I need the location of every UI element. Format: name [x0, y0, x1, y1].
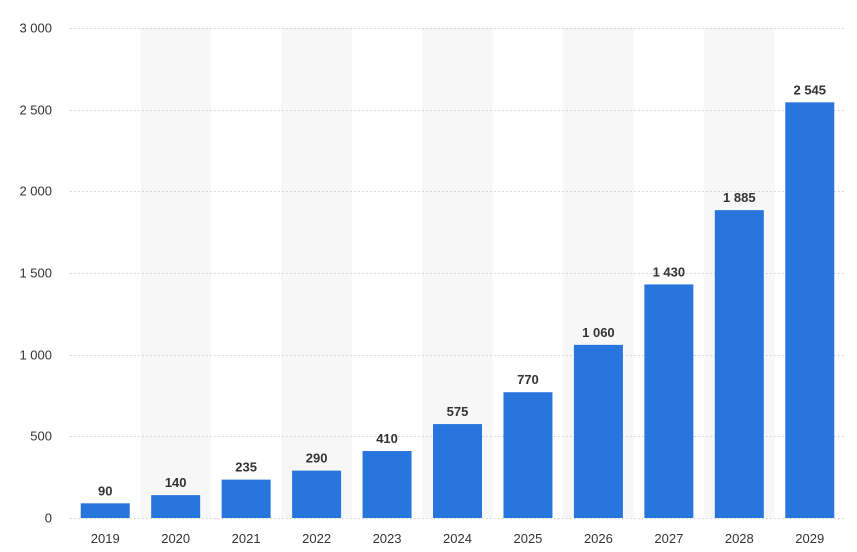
y-tick-label: 1 000	[19, 348, 52, 363]
bar-2020[interactable]	[151, 495, 201, 518]
data-label-2020: 140	[165, 475, 187, 490]
y-tick-label: 2 000	[19, 184, 52, 199]
data-label-2022: 290	[306, 451, 328, 466]
data-label-2026: 1 060	[582, 325, 615, 340]
x-tick-label-2021: 2021	[232, 531, 261, 546]
bars	[80, 102, 835, 519]
band-2022	[281, 28, 352, 518]
x-tick-label-2020: 2020	[161, 531, 190, 546]
x-tick-label-2029: 2029	[795, 531, 824, 546]
data-label-2029: 2 545	[793, 82, 826, 97]
y-axis: 0 500 1 000 1 500 2 000 2 500 3 000	[19, 21, 52, 526]
data-label-2028: 1 885	[723, 190, 756, 205]
x-tick-label-2022: 2022	[302, 531, 331, 546]
x-tick-label-2023: 2023	[373, 531, 402, 546]
data-label-2019: 90	[98, 483, 112, 498]
x-tick-label-2025: 2025	[513, 531, 542, 546]
data-labels: 90 140 235 290 410 575 770 1 060 1 430 1 885 2 545	[98, 82, 826, 498]
gridlines	[70, 28, 845, 519]
data-label-2021: 235	[235, 460, 257, 475]
x-tick-label-2028: 2028	[725, 531, 754, 546]
y-tick-label: 0	[45, 511, 52, 526]
bar-2025[interactable]	[503, 392, 553, 518]
x-axis: 2019 2020 2021 2022 2023 2024 2025 2026 2027 2028…	[91, 531, 824, 546]
x-tick-label-2026: 2026	[584, 531, 613, 546]
x-tick-label-2027: 2027	[654, 531, 683, 546]
bar-2021[interactable]	[221, 479, 271, 518]
data-label-2024: 575	[447, 404, 469, 419]
bar-2028[interactable]	[714, 210, 764, 518]
y-tick-label: 2 500	[19, 103, 52, 118]
bar-2023[interactable]	[362, 451, 412, 518]
bar-2024[interactable]	[433, 424, 482, 518]
bar-2022[interactable]	[292, 470, 342, 518]
x-tick-label-2019: 2019	[91, 531, 120, 546]
data-label-2023: 410	[376, 431, 398, 446]
bar-2026[interactable]	[573, 344, 623, 518]
x-tick-label-2024: 2024	[443, 531, 472, 546]
bar-2029[interactable]	[785, 102, 835, 519]
y-tick-label: 1 500	[19, 266, 52, 281]
bar-2027[interactable]	[644, 284, 694, 518]
bar-2019[interactable]	[80, 503, 130, 518]
y-tick-label: 500	[30, 429, 52, 444]
data-label-2025: 770	[517, 372, 539, 387]
data-label-2027: 1 430	[653, 264, 686, 279]
y-tick-label: 3 000	[19, 21, 52, 36]
